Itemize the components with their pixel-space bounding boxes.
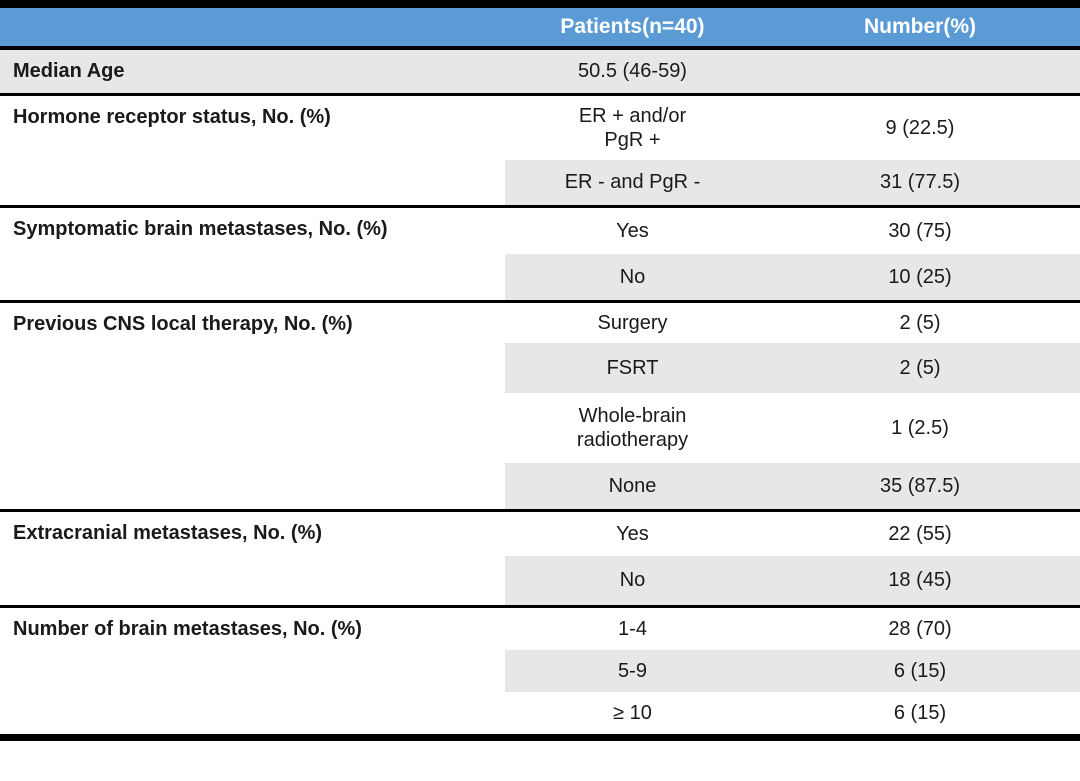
value-cell: No (505, 254, 760, 301)
table-row: Median Age 50.5 (46-59) (0, 48, 1080, 94)
number-cell: 22 (55) (760, 508, 1080, 556)
header-number-col: Number(%) (760, 4, 1080, 50)
table-row: Whole-brain radiotherapy 1 (2.5) (0, 393, 1080, 463)
table-row: FSRT 2 (5) (0, 343, 1080, 393)
value-cell: 1-4 (505, 604, 760, 650)
table-row: Number of brain metastases, No. (%) 1-4 … (0, 604, 1080, 737)
row-label-median-age: Median Age (0, 48, 505, 94)
value-cell: Whole-brain radiotherapy (576, 405, 689, 451)
number-cell: 30 (75) (760, 204, 1080, 254)
table-row: Extracranial metastases, No. (%) Yes 22 … (0, 508, 1080, 606)
value-cell: 5-9 (505, 650, 760, 692)
row-label-symptomatic: Symptomatic brain metastases, No. (%) (0, 204, 505, 301)
number-cell: 31 (77.5) (760, 160, 1080, 206)
number-cell: 6 (15) (760, 650, 1080, 692)
number-cell: 9 (22.5) (760, 92, 1080, 160)
number-cell: 28 (70) (760, 604, 1080, 650)
table-row: Hormone receptor status, No. (%) ER + an… (0, 92, 1080, 206)
number-cell: 18 (45) (760, 556, 1080, 606)
table-row: No 10 (25) (0, 254, 1080, 301)
header-row: Patients(n=40) Number(%) (0, 4, 1080, 50)
value-cell: Yes (505, 508, 760, 556)
number-cell: 10 (25) (760, 254, 1080, 301)
patient-characteristics-figure: Patients(n=40) Number(%) Median Age 50.5… (0, 0, 1080, 741)
value-cell: No (505, 556, 760, 606)
value-cell: FSRT (505, 343, 760, 393)
value-cell: Yes (505, 204, 760, 254)
table-row: No 18 (45) (0, 556, 1080, 606)
number-cell (760, 48, 1080, 94)
header-patients-col: Patients(n=40) (505, 4, 760, 50)
section-symptomatic-brain-metastases: Symptomatic brain metastases, No. (%) Ye… (0, 204, 1080, 301)
value-cell: ER + and/or PgR + (505, 92, 760, 160)
section-extracranial-metastases: Extracranial metastases, No. (%) Yes 22 … (0, 508, 1080, 606)
number-cell: 2 (5) (760, 299, 1080, 343)
row-label-previous-cns: Previous CNS local therapy, No. (%) (0, 299, 505, 510)
value-cell: ≥ 10 (613, 701, 652, 724)
header-empty-cell (0, 4, 505, 50)
table-row: Previous CNS local therapy, No. (%) Surg… (0, 299, 1080, 510)
number-cell: 35 (87.5) (760, 463, 1080, 510)
row-label-hormone-receptor: Hormone receptor status, No. (%) (0, 92, 505, 206)
section-hormone-receptor: Hormone receptor status, No. (%) ER + an… (0, 92, 1080, 206)
table-header: Patients(n=40) Number(%) (0, 4, 1080, 50)
row-label-extracranial: Extracranial metastases, No. (%) (0, 508, 505, 606)
patient-characteristics-table: Patients(n=40) Number(%) Median Age 50.5… (0, 0, 1080, 741)
row-label-number-brain-mets: Number of brain metastases, No. (%) (0, 604, 505, 737)
value-cell: ER - and PgR - (505, 160, 760, 206)
value-cell: None (505, 463, 760, 510)
number-cell: 2 (5) (760, 343, 1080, 393)
section-median-age: Median Age 50.5 (46-59) (0, 48, 1080, 94)
table-row: ER - and PgR - 31 (77.5) (0, 160, 1080, 206)
section-number-brain-metastases: Number of brain metastases, No. (%) 1-4 … (0, 604, 1080, 737)
number-cell: 6 (15) (893, 701, 947, 724)
section-previous-cns-therapy: Previous CNS local therapy, No. (%) Surg… (0, 299, 1080, 510)
value-cell: Surgery (505, 299, 760, 343)
table-row: ≥ 10 6 (15) (0, 692, 1080, 737)
table-row: 5-9 6 (15) (0, 650, 1080, 692)
table-row: Symptomatic brain metastases, No. (%) Ye… (0, 204, 1080, 301)
number-cell: 1 (2.5) (891, 417, 949, 439)
value-cell: 50.5 (46-59) (505, 48, 760, 94)
table-row: None 35 (87.5) (0, 463, 1080, 510)
